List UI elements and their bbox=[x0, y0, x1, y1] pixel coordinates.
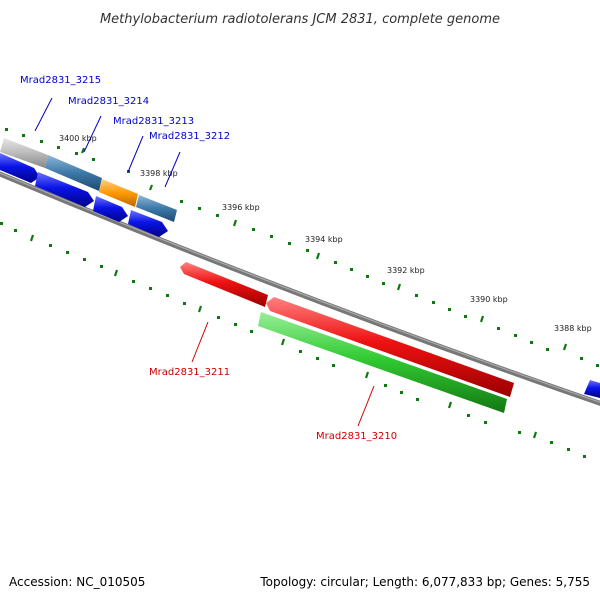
forward-cds-track bbox=[0, 153, 600, 398]
cds-forward-edge[interactable] bbox=[584, 380, 600, 398]
cog-block-steel-2[interactable] bbox=[136, 195, 177, 222]
gene-label-3210[interactable]: Mrad2831_3210 bbox=[316, 431, 397, 442]
scale-ring-inner bbox=[0, 222, 586, 458]
scale-major-ticks bbox=[80, 147, 568, 351]
gene-label-3212[interactable]: Mrad2831_3212 bbox=[149, 131, 230, 142]
reverse-cog-track bbox=[258, 312, 507, 413]
footer-summary: Topology: circular; Length: 6,077,833 bp… bbox=[259, 575, 590, 589]
scale-ring-outer bbox=[5, 128, 599, 367]
scale-label-3394: 3394 kbp bbox=[305, 235, 343, 244]
scale-label-3398: 3398 kbp bbox=[140, 169, 178, 178]
scale-label-3392: 3392 kbp bbox=[387, 266, 425, 275]
cds-forward-3215[interactable] bbox=[0, 153, 40, 183]
scale-inner-major-ticks bbox=[29, 234, 538, 439]
scale-label-3400: 3400 kbp bbox=[59, 134, 97, 143]
scale-label-3390: 3390 kbp bbox=[470, 295, 508, 304]
reverse-cds-track bbox=[180, 262, 514, 397]
cds-forward-3214[interactable] bbox=[35, 172, 94, 207]
label-leaders bbox=[34, 97, 375, 427]
cog-block-steel-1[interactable] bbox=[45, 155, 102, 191]
scale-label-3396: 3396 kbp bbox=[222, 203, 260, 212]
gene-label-3213[interactable]: Mrad2831_3213 bbox=[113, 116, 194, 127]
gene-label-3211[interactable]: Mrad2831_3211 bbox=[149, 367, 230, 378]
gene-label-3214[interactable]: Mrad2831_3214 bbox=[68, 96, 149, 107]
cog-block-gray[interactable] bbox=[0, 138, 48, 168]
gene-label-3215[interactable]: Mrad2831_3215 bbox=[20, 75, 101, 86]
scale-labels: 3400 kbp 3398 kbp 3396 kbp 3394 kbp 3392… bbox=[59, 134, 592, 333]
genome-backbone-highlight bbox=[0, 172, 600, 403]
cds-reverse-3210-red[interactable] bbox=[266, 297, 514, 397]
scale-label-3388: 3388 kbp bbox=[554, 324, 592, 333]
cds-forward-3213[interactable] bbox=[93, 196, 128, 222]
cog-track bbox=[0, 138, 177, 222]
footer-accession: Accession: NC_010505 bbox=[9, 575, 145, 589]
genome-backbone bbox=[0, 171, 600, 406]
cds-forward-3212[interactable] bbox=[128, 210, 168, 237]
cds-reverse-3210-green[interactable] bbox=[258, 312, 507, 413]
map-title: Methylobacterium radiotolerans JCM 2831,… bbox=[100, 12, 500, 27]
cds-reverse-3211[interactable] bbox=[180, 262, 268, 307]
gene-labels: Mrad2831_3215 Mrad2831_3214 Mrad2831_321… bbox=[20, 75, 397, 442]
cog-block-orange[interactable] bbox=[99, 179, 138, 207]
